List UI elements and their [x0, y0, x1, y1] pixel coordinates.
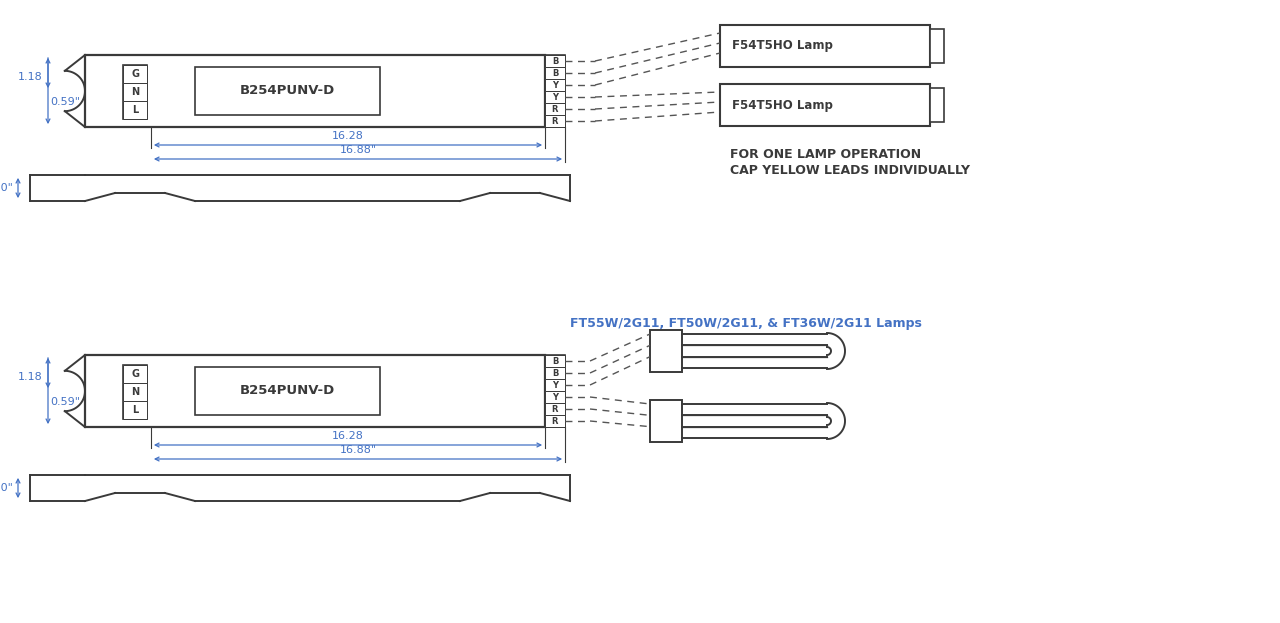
Text: Y: Y [552, 92, 558, 102]
Text: R: R [552, 117, 558, 125]
Bar [545, 103, 564, 115]
Bar [123, 65, 147, 83]
Text: 1.00": 1.00" [0, 183, 14, 193]
Bar [545, 55, 564, 67]
Bar [545, 415, 564, 427]
Bar [545, 79, 564, 91]
Text: 16.88": 16.88" [339, 145, 376, 155]
Text: N: N [131, 87, 140, 97]
Bar [123, 101, 147, 119]
Text: FT55W/2G11, FT50W/2G11, & FT36W/2G11 Lamps: FT55W/2G11, FT50W/2G11, & FT36W/2G11 Lam… [570, 316, 922, 330]
Bar [123, 401, 147, 419]
Text: 1.18: 1.18 [18, 72, 44, 82]
Bar [545, 355, 564, 367]
Bar [650, 400, 682, 442]
Bar [719, 25, 931, 67]
Bar [545, 391, 564, 403]
Text: 0.59": 0.59" [50, 97, 79, 107]
Bar [650, 330, 682, 372]
Bar [545, 403, 564, 415]
Text: B: B [552, 57, 558, 65]
Text: G: G [131, 369, 140, 379]
Text: B254PUNV-D: B254PUNV-D [239, 384, 335, 397]
Text: Y: Y [552, 80, 558, 90]
Bar [545, 91, 564, 103]
Text: R: R [552, 105, 558, 113]
Bar [545, 355, 564, 427]
Bar [123, 365, 147, 419]
Text: CAP YELLOW LEADS INDIVIDUALLY: CAP YELLOW LEADS INDIVIDUALLY [730, 163, 970, 176]
Text: 16.28: 16.28 [332, 431, 364, 441]
Text: R: R [552, 404, 558, 414]
Bar [123, 383, 147, 401]
Text: L: L [132, 105, 138, 115]
Bar [123, 65, 147, 119]
Text: B: B [552, 368, 558, 378]
Text: 16.28: 16.28 [332, 131, 364, 141]
Text: FOR ONE LAMP OPERATION: FOR ONE LAMP OPERATION [730, 148, 922, 161]
Bar [545, 55, 564, 127]
Bar [931, 29, 945, 63]
Bar [195, 367, 380, 415]
Bar [545, 379, 564, 391]
Text: B: B [552, 69, 558, 77]
Text: B254PUNV-D: B254PUNV-D [239, 85, 335, 98]
Text: F54T5HO Lamp: F54T5HO Lamp [732, 98, 833, 112]
Text: L: L [132, 405, 138, 415]
Text: B: B [552, 356, 558, 366]
Bar [123, 83, 147, 101]
Text: Y: Y [552, 381, 558, 389]
Text: 0.59": 0.59" [50, 397, 79, 407]
Bar [719, 84, 931, 126]
Text: 16.88": 16.88" [339, 445, 376, 455]
Bar [84, 55, 545, 127]
Text: 1.00": 1.00" [0, 483, 14, 493]
Bar [545, 67, 564, 79]
Text: F54T5HO Lamp: F54T5HO Lamp [732, 39, 833, 52]
Bar [123, 365, 147, 383]
Bar [931, 88, 945, 122]
Bar [84, 355, 545, 427]
Text: Y: Y [552, 392, 558, 401]
Bar [545, 115, 564, 127]
Text: R: R [552, 417, 558, 426]
Bar [195, 67, 380, 115]
Text: 1.18: 1.18 [18, 371, 44, 382]
Text: N: N [131, 387, 140, 397]
Bar [545, 367, 564, 379]
Text: G: G [131, 69, 140, 79]
